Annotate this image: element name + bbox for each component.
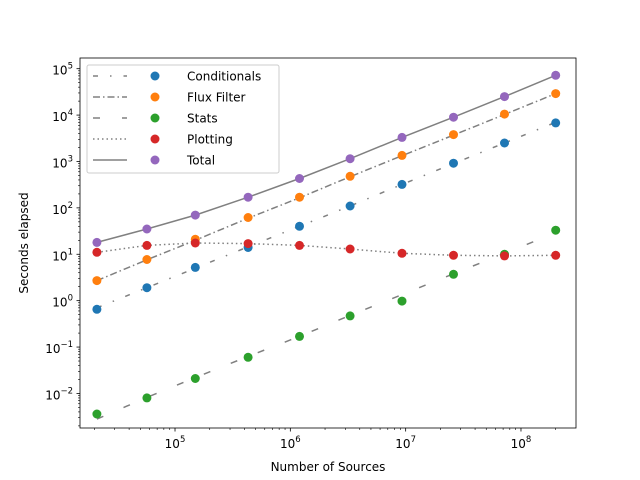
data-point-conditionals: [449, 158, 458, 168]
data-point-flux-filter: [551, 89, 561, 99]
data-point-total: [92, 237, 102, 247]
tick-label: 103: [52, 154, 73, 170]
data-point-flux-filter: [92, 276, 102, 286]
data-point-flux-filter: [142, 255, 152, 264]
legend-marker: [150, 155, 160, 165]
legend-marker: [150, 92, 160, 102]
legend-frame: [86, 64, 280, 174]
tick-label: 104: [52, 108, 73, 124]
data-point-stats: [92, 409, 102, 419]
data-point-plotting: [449, 250, 458, 260]
data-point-conditionals: [295, 221, 304, 231]
data-point-conditionals: [92, 304, 102, 314]
legend-label: Total: [186, 154, 215, 168]
legend: Conditionals Flux Filter Stats Plotting Tota…: [86, 64, 280, 174]
data-point-conditionals: [345, 201, 355, 211]
fit-line-stats: [96, 232, 556, 420]
tick-label: 100: [52, 294, 73, 310]
data-point-total: [500, 92, 509, 102]
data-point-stats: [449, 269, 458, 279]
data-point-stats: [142, 393, 152, 403]
data-point-conditionals: [397, 179, 407, 189]
x-axis-label: Number of Sources: [271, 460, 386, 474]
data-point-stats: [345, 311, 355, 321]
data-point-total: [295, 174, 304, 183]
data-point-plotting: [243, 239, 253, 249]
data-point-plotting: [295, 240, 304, 250]
legend-label: Conditionals: [187, 70, 261, 84]
data-markers: [92, 70, 561, 419]
data-point-plotting: [551, 250, 561, 260]
data-point-conditionals: [551, 118, 561, 128]
data-point-stats: [551, 225, 561, 235]
legend-label: Plotting: [187, 133, 233, 147]
data-point-stats: [190, 374, 200, 383]
tick-label: 105: [52, 62, 73, 78]
data-point-total: [345, 154, 355, 164]
data-point-stats: [243, 352, 253, 362]
data-point-total: [449, 112, 458, 122]
plot-area: 105 106 107 108 10−2 10−1 100 101 102 103 104 105: [45, 57, 577, 451]
data-point-total: [243, 192, 253, 202]
legend-marker: [150, 134, 160, 144]
data-point-flux-filter: [449, 130, 458, 140]
data-point-stats: [397, 296, 407, 306]
y-axis-ticks: 10−2 10−1 100 101 102 103 104 105: [45, 62, 80, 427]
data-point-flux-filter: [345, 171, 355, 181]
tick-label: 102: [52, 201, 73, 217]
axes-frame: [79, 57, 577, 429]
legend-label: Flux Filter: [187, 91, 246, 105]
data-point-conditionals: [142, 283, 152, 293]
data-point-flux-filter: [500, 109, 509, 119]
data-point-flux-filter: [397, 150, 407, 160]
fit-line-total: [96, 74, 556, 244]
data-point-plotting: [500, 251, 509, 261]
fit-lines: [96, 74, 556, 420]
tick-label: 105: [165, 435, 186, 451]
data-point-total: [190, 210, 200, 220]
tick-label: 108: [511, 435, 532, 451]
fit-line-conditionals: [96, 121, 556, 309]
data-point-plotting: [142, 240, 152, 250]
data-point-conditionals: [500, 138, 509, 148]
fit-line-plotting: [96, 242, 556, 257]
data-point-conditionals: [190, 262, 200, 272]
legend-marker: [150, 71, 160, 81]
tick-label: 107: [395, 435, 416, 451]
tick-label: 10−1: [45, 340, 73, 356]
data-point-total: [142, 224, 152, 234]
fit-line-flux-filter: [96, 92, 556, 282]
legend-label: Stats: [187, 112, 218, 126]
data-point-flux-filter: [243, 213, 253, 222]
x-axis-ticks: 105 106 107 108: [94, 428, 556, 451]
data-point-total: [551, 70, 561, 80]
data-point-flux-filter: [295, 192, 304, 202]
data-point-plotting: [92, 247, 102, 257]
data-point-stats: [295, 331, 304, 341]
tick-label: 10−2: [45, 386, 73, 402]
tick-label: 101: [52, 247, 73, 263]
data-point-plotting: [345, 244, 355, 254]
y-axis-label: Seconds elapsed: [17, 192, 31, 293]
data-point-total: [397, 132, 407, 142]
legend-marker: [150, 113, 160, 123]
tick-label: 106: [280, 435, 301, 451]
data-point-plotting: [190, 238, 200, 248]
data-point-plotting: [397, 248, 407, 258]
